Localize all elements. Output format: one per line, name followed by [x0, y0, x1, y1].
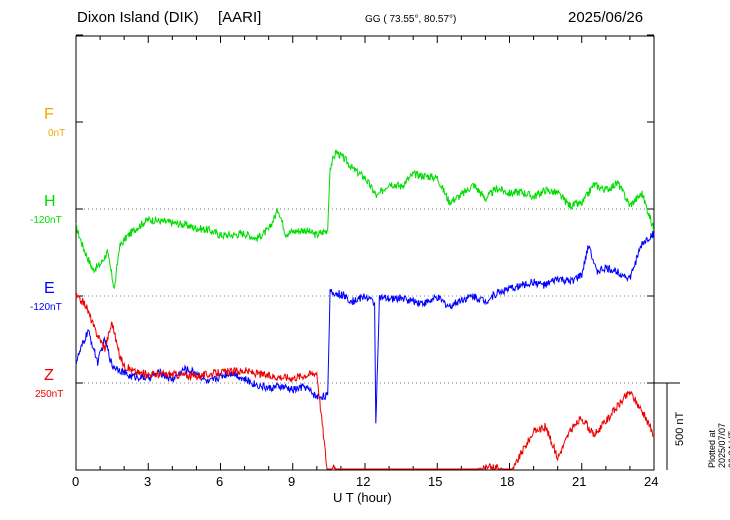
x-tick-label: 18 — [500, 474, 515, 489]
x-tick-label: 15 — [428, 474, 443, 489]
institute-code: [AARI] — [218, 9, 262, 26]
x-axis-label: U T (hour) — [333, 490, 392, 505]
baseline-label-z: 250nT — [35, 389, 64, 400]
baseline-label-h: -120nT — [30, 215, 62, 226]
x-tick-label: 9 — [288, 474, 296, 489]
component-label-e: E — [44, 280, 55, 297]
component-label-z: Z — [44, 367, 54, 384]
series-line-h — [75, 149, 655, 290]
series-line-e — [75, 230, 655, 424]
baseline-label-f: 0nT — [48, 128, 66, 139]
date-label: 2025/06/26 — [568, 9, 644, 26]
series-line-z — [75, 293, 655, 471]
plot-frame — [75, 35, 655, 471]
x-tick-label: 21 — [572, 474, 587, 489]
x-tick-label: 12 — [356, 474, 371, 489]
x-tick-label: 3 — [144, 474, 152, 489]
component-label-h: H — [44, 193, 56, 210]
coordinates-label: GG ( 73.55°, 80.57°) — [365, 14, 457, 25]
x-tick-label: 0 — [72, 474, 80, 489]
series-layer — [75, 149, 655, 471]
x-tick-label: 6 — [216, 474, 224, 489]
scale-bar — [654, 382, 680, 470]
axis-ticks — [75, 34, 655, 471]
baseline-label-e: -120nT — [30, 302, 62, 313]
component-label-f: F — [44, 106, 54, 123]
x-tick-label: 24 — [644, 474, 659, 489]
station-title: Dixon Island (DIK) — [77, 9, 199, 26]
